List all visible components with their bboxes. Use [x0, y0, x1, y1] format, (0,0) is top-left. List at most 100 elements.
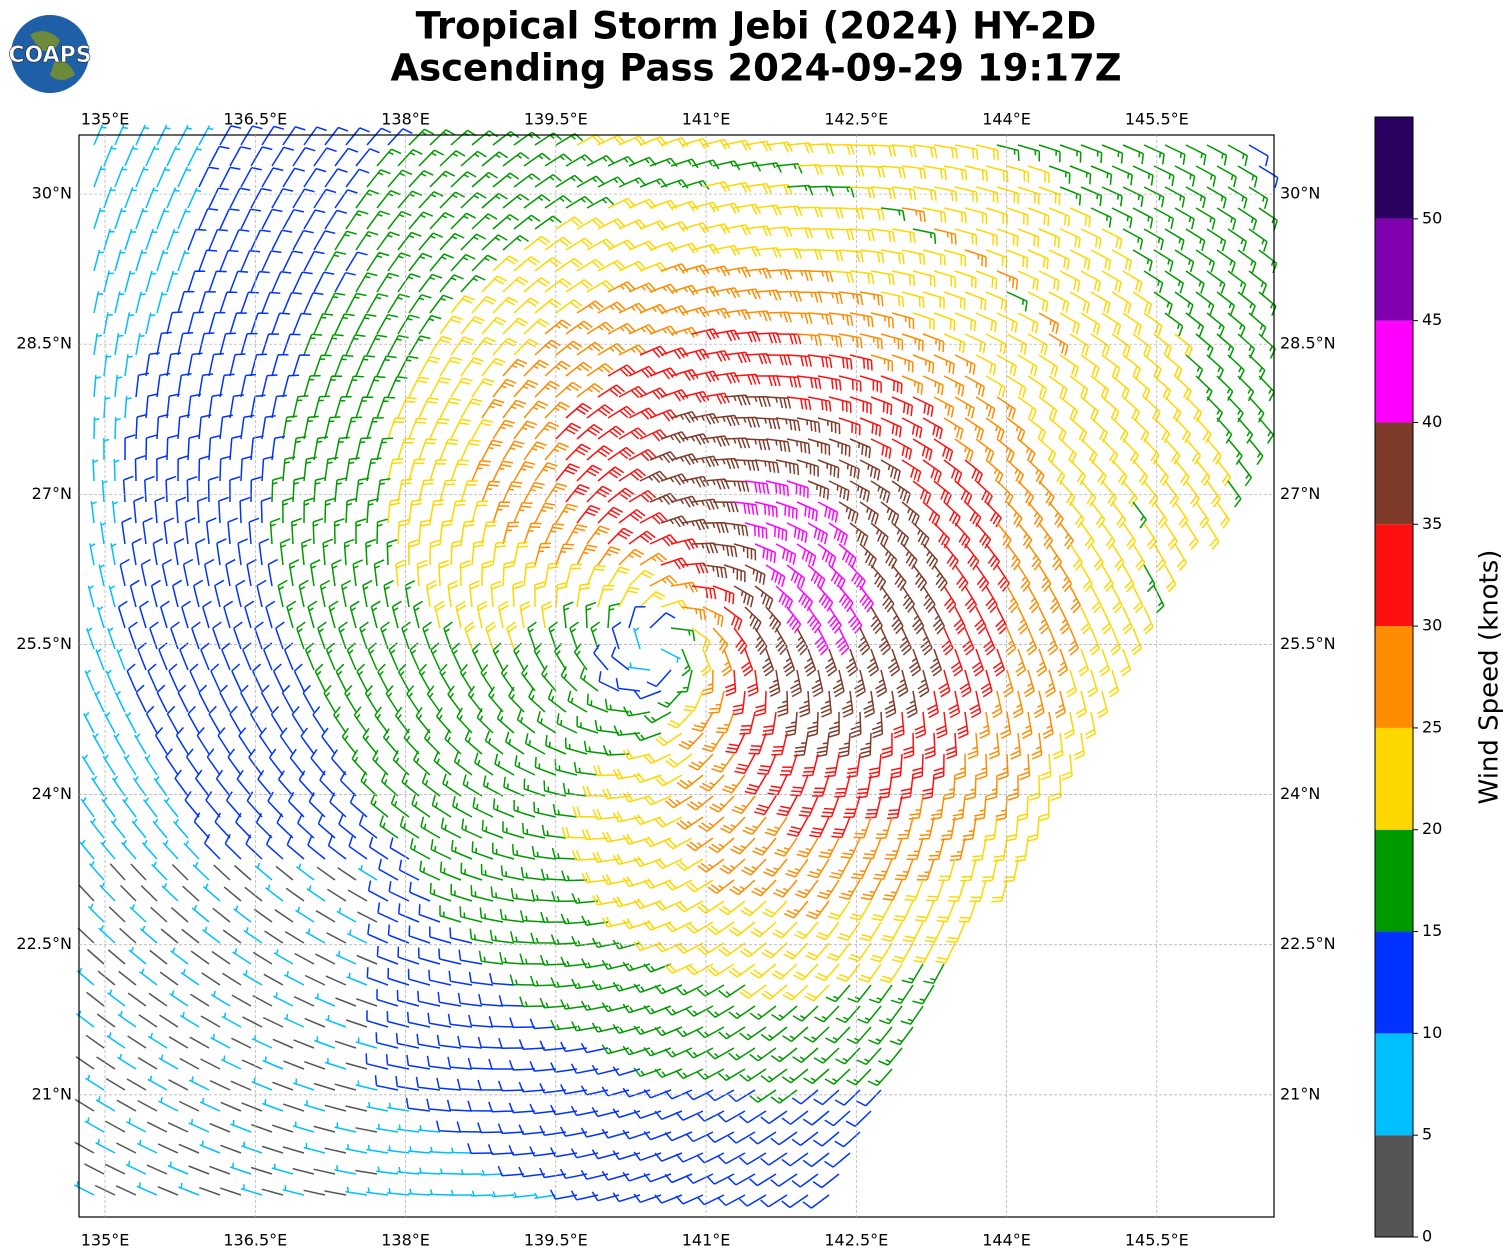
wind-barb — [136, 1139, 158, 1154]
wind-barb — [1195, 375, 1213, 401]
wind-barb — [272, 1038, 294, 1049]
wind-barb — [1237, 333, 1256, 359]
wind-barb — [985, 291, 1008, 312]
wind-barb — [261, 414, 276, 440]
wind-barb — [880, 375, 903, 394]
wind-barb — [1069, 459, 1087, 486]
wind-barb — [77, 927, 95, 944]
wind-barb — [964, 774, 977, 801]
wind-barb — [853, 816, 872, 839]
wind-barb — [870, 438, 892, 459]
wind-barb — [397, 478, 413, 503]
wind-barb — [709, 795, 735, 813]
wind-barb — [943, 333, 966, 353]
wind-barb — [544, 523, 565, 545]
wind-barb — [880, 165, 906, 179]
wind-barb — [922, 291, 945, 309]
wind-barb — [534, 215, 562, 230]
wind-barb — [304, 974, 326, 986]
wind-barb — [282, 208, 305, 230]
wind-barb — [449, 927, 473, 944]
wind-barb — [395, 1033, 420, 1049]
wind-barb — [93, 291, 104, 314]
wind-barb — [481, 480, 501, 503]
wind-barb — [555, 340, 583, 356]
wind-barb — [793, 963, 819, 981]
wind-barb — [240, 249, 261, 272]
wind-barb — [292, 476, 305, 503]
wind-barb — [273, 992, 294, 1007]
wind-barb — [1017, 522, 1033, 550]
wind-barb — [964, 501, 982, 528]
wind-barb — [145, 705, 158, 734]
wind-barb — [223, 886, 242, 902]
wind-barb — [124, 354, 133, 377]
wind-barb — [156, 455, 168, 482]
wind-barb — [324, 292, 346, 314]
wind-barb — [102, 754, 116, 776]
wind-barb — [419, 860, 441, 881]
wind-barb — [114, 249, 126, 272]
wind-barb — [555, 581, 568, 608]
wind-barb — [1006, 375, 1027, 399]
colorbar-segment — [1375, 931, 1413, 1034]
wind-barb — [1017, 186, 1040, 205]
wind-barb — [323, 684, 336, 713]
wind-barb — [702, 564, 728, 579]
wind-barb — [355, 189, 380, 209]
wind-barb — [770, 1047, 798, 1063]
wind-barb — [665, 795, 693, 809]
wind-barb — [138, 600, 149, 629]
wind-barb — [723, 308, 751, 321]
wind-barb — [754, 501, 778, 518]
wind-barb — [685, 921, 714, 934]
wind-barb — [691, 711, 714, 732]
wind-barb — [975, 396, 996, 420]
wind-barb — [901, 165, 927, 180]
wind-barb — [701, 732, 725, 753]
wind-barb — [303, 1189, 326, 1196]
wind-barb — [975, 564, 990, 592]
wind-barb — [364, 685, 378, 713]
wind-barb — [523, 152, 551, 167]
wind-barb — [355, 148, 380, 167]
wind-barb — [954, 186, 978, 203]
wind-barb — [613, 725, 641, 736]
wind-barb — [240, 208, 262, 230]
wind-barb — [765, 141, 793, 153]
wind-barb — [586, 155, 615, 167]
wind-barb — [884, 837, 903, 860]
wind-barb — [156, 684, 168, 713]
wind-barb — [733, 627, 748, 655]
wind-barb — [718, 900, 746, 916]
wind-barb — [633, 731, 662, 742]
wind-barb — [586, 525, 611, 545]
wind-barb — [260, 684, 273, 713]
wind-barb — [374, 706, 389, 734]
wind-barb — [229, 476, 241, 503]
wind-barb — [639, 511, 668, 525]
wind-barb — [366, 417, 384, 440]
wind-barb — [418, 1167, 441, 1175]
wind-barb — [730, 837, 756, 855]
wind-barb — [200, 1058, 221, 1070]
wind-barb — [922, 501, 941, 527]
wind-barb — [366, 293, 389, 314]
wind-barb — [623, 706, 651, 717]
wind-barb — [497, 600, 510, 629]
wind-barb — [1206, 354, 1224, 380]
wind-barb — [865, 795, 882, 819]
wind-barb — [733, 459, 760, 472]
wind-barb — [378, 858, 399, 881]
wind-barb — [717, 1194, 746, 1207]
wind-barb — [219, 208, 240, 230]
wind-barb — [985, 459, 1004, 485]
wind-barb — [967, 732, 979, 760]
wind-barb — [565, 563, 583, 587]
wind-barb — [665, 753, 693, 768]
colorbar-tick-label: 45 — [1422, 310, 1442, 329]
wind-barb — [765, 522, 788, 542]
wind-barb — [534, 462, 558, 482]
wind-barb — [219, 373, 235, 398]
wind-barb — [113, 733, 126, 755]
